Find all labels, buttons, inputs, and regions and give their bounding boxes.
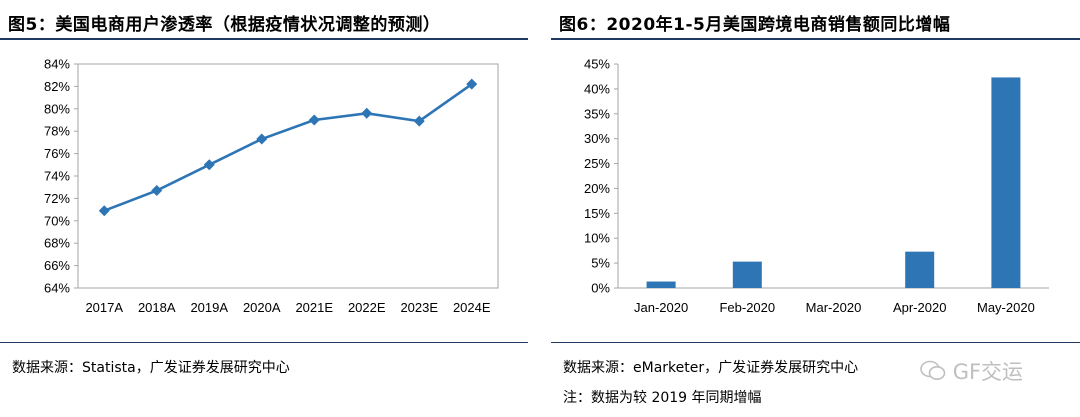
y-tick-label: 72%: [44, 191, 70, 206]
y-tick-label: 35%: [584, 106, 610, 121]
right-source-text: 数据来源：eMarketer，广发证券发展研究中心: [563, 360, 859, 376]
x-tick-label: 2018A: [138, 300, 176, 315]
y-tick-label: 68%: [44, 236, 70, 251]
y-tick-label: 45%: [584, 57, 610, 72]
y-tick-label: 76%: [44, 146, 70, 161]
x-tick-label: 2022E: [348, 300, 386, 315]
data-point-marker: [308, 114, 320, 126]
x-tick-label: Mar-2020: [806, 300, 862, 315]
y-tick-label: 5%: [591, 256, 610, 271]
watermark-text: GF交运: [952, 360, 1024, 384]
right-figure-panel: 图6：2020年1-5月美国跨境电商销售额同比增幅 0% 5% 10% 15% 20% 2…: [551, 0, 1080, 417]
left-source-text: 数据来源：Statista，广发证券发展研究中心: [12, 360, 290, 376]
x-tick-label: Jan-2020: [634, 300, 688, 315]
y-tick-label: 15%: [584, 206, 610, 221]
right-source-rule: [551, 342, 1080, 343]
left-figure-title: 图5：美国电商用户渗透率（根据疫情状况调整的预测）: [8, 15, 441, 35]
line-plot-frame: [77, 63, 499, 289]
x-tick-label: 2020A: [243, 300, 281, 315]
data-point-marker: [256, 133, 268, 145]
right-title-rule: [551, 38, 1080, 40]
y-tick-label: 74%: [44, 169, 70, 184]
x-tick-label: Feb-2020: [719, 300, 775, 315]
growth-bar: [646, 281, 676, 288]
x-tick-label: 2019A: [190, 300, 228, 315]
left-source-rule: [0, 342, 528, 343]
y-tick-label: 80%: [44, 101, 70, 116]
y-tick-label: 30%: [584, 131, 610, 146]
wechat-logo-icon: [920, 360, 946, 387]
data-point-marker: [466, 78, 478, 90]
growth-bar: [905, 251, 935, 288]
penetration-series-line: [103, 83, 473, 212]
y-tick-label: 64%: [44, 281, 70, 296]
data-point-marker: [361, 107, 373, 119]
y-tick-label: 66%: [44, 258, 70, 273]
right-figure-title: 图6：2020年1-5月美国跨境电商销售额同比增幅: [559, 15, 951, 35]
y-tick-label: 84%: [44, 57, 70, 72]
x-tick-label: 2023E: [400, 300, 438, 315]
x-tick-label: Apr-2020: [893, 300, 946, 315]
x-tick-label: 2017A: [85, 300, 123, 315]
y-tick-label: 20%: [584, 181, 610, 196]
data-point-marker: [413, 115, 425, 127]
right-note-text: 注：数据为较 2019 年同期增幅: [563, 390, 762, 406]
y-tick-label: 82%: [44, 79, 70, 94]
data-point-marker: [98, 205, 110, 217]
y-tick-label: 10%: [584, 231, 610, 246]
x-tick-label: May-2020: [977, 300, 1035, 315]
bar-chart: 0% 5% 10% 15% 20% 25% 30% 35% 40% 45% Jan-2020 Feb-…: [584, 57, 1049, 315]
y-tick-label: 78%: [44, 124, 70, 139]
growth-bar: [991, 77, 1021, 288]
x-tick-label: 2024E: [453, 300, 491, 315]
watermark: GF交运: [920, 356, 1023, 387]
x-tick-label: 2021E: [295, 300, 333, 315]
y-tick-label: 0%: [591, 281, 610, 296]
data-point-marker: [203, 159, 215, 171]
y-tick-label: 40%: [584, 81, 610, 96]
left-figure-panel: 图5：美国电商用户渗透率（根据疫情状况调整的预测） 64% 66% 68% 70% 72…: [0, 0, 528, 417]
y-tick-label: 25%: [584, 156, 610, 171]
y-tick-label: 70%: [44, 213, 70, 228]
line-chart: 64% 66% 68% 70% 72% 74% 76% 78% 80% 82% 84% 2017A 20…: [44, 57, 499, 315]
growth-bar: [732, 261, 762, 288]
left-title-rule: [0, 38, 528, 40]
data-point-marker: [151, 185, 163, 197]
